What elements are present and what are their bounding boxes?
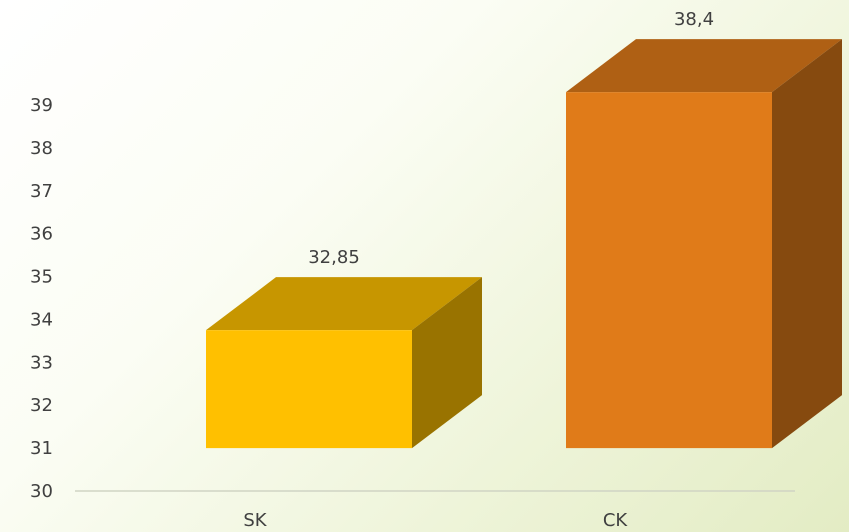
y-tick-label: 36 (30, 224, 53, 245)
bar-sk: 32,85 (206, 247, 482, 449)
bar-value-label: 38,4 (674, 9, 714, 30)
y-tick-label: 31 (30, 438, 53, 459)
bar-top-face (566, 39, 842, 93)
bar-top-face (206, 277, 482, 331)
x-axis-labels: SK CK (243, 510, 628, 531)
bar-front-face (566, 92, 772, 449)
bar-ck: 38,4 (566, 9, 842, 449)
bar-side-face (772, 39, 842, 449)
y-axis: 30 31 32 33 34 35 36 37 38 39 (30, 95, 53, 502)
y-tick-label: 35 (30, 267, 53, 288)
bar-side-face (412, 277, 482, 449)
y-tick-label: 38 (30, 138, 53, 159)
bar-front-face (206, 330, 412, 449)
x-category-label: CK (603, 510, 629, 531)
y-tick-label: 30 (30, 481, 53, 502)
bars: 32,85 38,4 (206, 9, 842, 449)
x-category-label: SK (243, 510, 267, 531)
y-tick-label: 34 (30, 309, 53, 330)
y-tick-label: 33 (30, 352, 53, 373)
y-tick-label: 32 (30, 395, 53, 416)
y-tick-label: 39 (30, 95, 53, 116)
bar-value-label: 32,85 (308, 247, 360, 268)
y-tick-label: 37 (30, 181, 53, 202)
